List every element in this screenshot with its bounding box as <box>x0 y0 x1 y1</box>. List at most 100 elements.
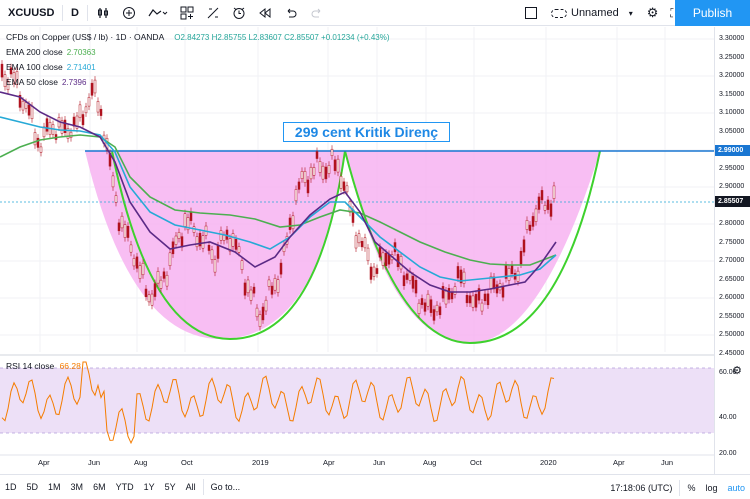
candle-body <box>147 294 151 303</box>
candle-body <box>117 222 121 232</box>
candle-body <box>423 302 427 312</box>
price-tick-label: 2.65000 <box>719 275 745 283</box>
chart-title: CFDs on Copper (US$ / lb) · 1D · OANDA <box>6 32 165 42</box>
gear-icon[interactable]: ⚙ <box>732 365 742 377</box>
candle-body <box>411 275 415 289</box>
candle-body <box>441 286 445 299</box>
candle-body <box>483 293 487 302</box>
candle-body <box>528 224 532 231</box>
candle-body <box>429 299 433 313</box>
price-chart[interactable] <box>0 27 714 474</box>
add-icon[interactable] <box>116 0 142 26</box>
range-button[interactable]: 3M <box>70 482 84 492</box>
candle-body <box>387 254 391 265</box>
candle-body <box>18 94 22 108</box>
log-toggle[interactable]: log <box>705 482 718 493</box>
symbol-search[interactable]: XCUUSD <box>8 6 55 19</box>
ema100-label[interactable]: EMA 100 close <box>6 62 63 72</box>
candle-body <box>228 238 232 252</box>
candle-body <box>144 288 148 297</box>
candle-body <box>183 213 187 227</box>
candle-body <box>258 314 262 327</box>
range-button[interactable]: 5Y <box>164 482 176 492</box>
candle-body <box>468 295 472 304</box>
candle-body <box>492 276 496 290</box>
range-button[interactable]: All <box>185 482 196 492</box>
candle-body <box>303 171 307 183</box>
interval-button[interactable]: D <box>71 6 79 19</box>
settings-icon[interactable]: ⚙ <box>646 5 659 20</box>
price-axis[interactable]: 3.30000 3.25000 3.20000 3.15000 3.10000 3.050… <box>714 27 750 474</box>
price-tick-label: 2.70000 <box>719 257 745 264</box>
candle-body <box>246 279 250 294</box>
candle-body <box>501 286 505 298</box>
range-button[interactable]: YTD <box>115 482 134 492</box>
templates-icon[interactable] <box>174 0 200 26</box>
rsi-tick-label: 40.00 <box>719 414 737 421</box>
candle-body <box>366 247 370 262</box>
undo-icon[interactable] <box>278 0 304 26</box>
candle-body <box>381 252 385 266</box>
rsi-value: 66.28 <box>59 361 81 371</box>
layout-name[interactable]: Unnamed <box>571 7 619 19</box>
range-button[interactable]: 5D <box>26 482 39 492</box>
candle-body <box>189 211 193 221</box>
candle-body <box>15 71 19 85</box>
candle-body <box>420 298 424 305</box>
indicators-icon[interactable] <box>142 0 174 26</box>
candle-body <box>459 269 463 284</box>
candle-body <box>114 195 118 203</box>
alert-icon[interactable] <box>226 0 252 26</box>
bar-style-icon[interactable] <box>90 0 116 26</box>
candle-body <box>195 236 199 248</box>
replay-icon[interactable] <box>252 0 278 26</box>
rsi-label[interactable]: RSI 14 close <box>6 361 55 371</box>
resistance-annotation[interactable]: 299 cent Kritik Direnç <box>283 122 450 142</box>
candle-body <box>417 302 421 314</box>
auto-toggle[interactable]: auto <box>727 482 745 493</box>
candle-body <box>450 291 454 300</box>
date-tick-label: Apr <box>38 458 50 467</box>
candle-body <box>123 224 127 238</box>
candle-body <box>360 240 364 248</box>
candle-body <box>270 285 274 295</box>
candle-body <box>213 259 217 273</box>
goto-button[interactable]: Go to... <box>210 482 241 492</box>
candle-body <box>252 286 256 294</box>
candle-body <box>363 237 367 249</box>
range-button[interactable]: 1M <box>48 482 61 492</box>
compare-icon[interactable] <box>200 0 226 26</box>
candle-body <box>126 225 130 238</box>
candle-body <box>261 306 265 321</box>
publish-button[interactable]: Publish <box>675 0 750 26</box>
percent-toggle[interactable]: % <box>687 482 696 493</box>
fullscreen-icon[interactable]: ⛶ <box>670 6 678 21</box>
bottom-bar: 1D 5D 1M 3M 6M YTD 1Y 5Y All Go to... 17:18:06 (… <box>0 474 750 499</box>
price-tick-label: 3.25000 <box>719 53 745 61</box>
ema50-label[interactable]: EMA 50 close <box>6 77 58 87</box>
candle-body <box>21 100 25 111</box>
redo-icon[interactable] <box>304 0 330 26</box>
candle-body <box>180 236 184 248</box>
candle-body <box>309 166 313 180</box>
chevron-down-icon[interactable]: ▾ <box>628 8 633 18</box>
candle-body <box>111 175 115 188</box>
candle-body <box>342 181 346 191</box>
candle-body <box>414 279 418 294</box>
candle-body <box>120 215 124 229</box>
ema200-label[interactable]: EMA 200 close <box>6 47 63 57</box>
candle-body <box>186 217 190 231</box>
candle-body <box>375 268 379 274</box>
candle-body <box>384 252 388 267</box>
candle-body <box>438 306 442 316</box>
range-button[interactable]: 6M <box>93 482 106 492</box>
candle-body <box>222 235 226 241</box>
candle-body <box>333 159 337 171</box>
candle-body <box>3 74 7 87</box>
range-button[interactable]: 1Y <box>143 482 155 492</box>
time-display[interactable]: 17:18:06 (UTC) <box>610 482 673 493</box>
layout-icon[interactable] <box>525 7 537 19</box>
candle-body <box>480 302 484 312</box>
candle-body <box>237 246 241 253</box>
range-button[interactable]: 1D <box>5 482 17 492</box>
